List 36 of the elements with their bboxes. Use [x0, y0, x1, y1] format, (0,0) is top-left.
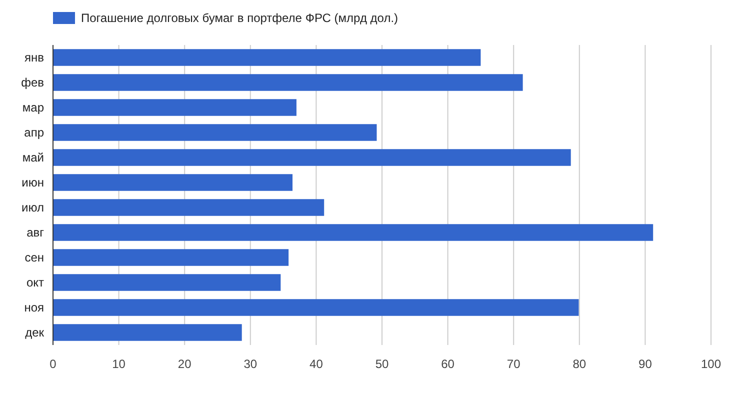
x-tick-label: 30 [244, 357, 258, 371]
bar [53, 299, 579, 316]
x-tick-label: 100 [700, 357, 722, 371]
y-tick-label: ноя [24, 300, 44, 315]
bar [53, 274, 281, 291]
y-tick-label: янв [24, 50, 44, 65]
x-tick-label: 80 [572, 357, 586, 371]
bar [53, 99, 296, 116]
x-tick-label: 20 [178, 357, 192, 371]
x-tick-label: 40 [310, 357, 324, 371]
x-tick-label: 10 [112, 357, 126, 371]
x-tick-label: 60 [441, 357, 455, 371]
legend-label: Погашение долговых бумаг в портфеле ФРС (млрд дол.) [81, 11, 398, 26]
y-tick-label: июн [22, 176, 44, 190]
y-tick-label: авг [26, 226, 45, 240]
y-tick-label: мар [22, 100, 44, 115]
bar [53, 199, 324, 216]
y-tick-label: фев [21, 76, 44, 90]
bar [53, 249, 289, 266]
y-tick-label: апр [24, 126, 44, 140]
x-tick-label: 50 [375, 357, 389, 371]
y-tick-label: дек [25, 326, 45, 340]
bar [53, 74, 523, 91]
bar [53, 124, 377, 141]
y-tick-label: сен [24, 250, 44, 265]
x-tick-label: 0 [50, 357, 57, 371]
x-tick-label: 70 [506, 357, 521, 371]
bar [53, 224, 654, 241]
y-tick-label: июл [22, 200, 44, 215]
bar [53, 174, 293, 191]
bar [53, 49, 481, 66]
bar [53, 324, 242, 341]
y-tick-label: май [22, 150, 44, 165]
y-tick-label: окт [26, 276, 44, 290]
bar [53, 149, 571, 166]
x-tick-label: 90 [638, 357, 652, 371]
